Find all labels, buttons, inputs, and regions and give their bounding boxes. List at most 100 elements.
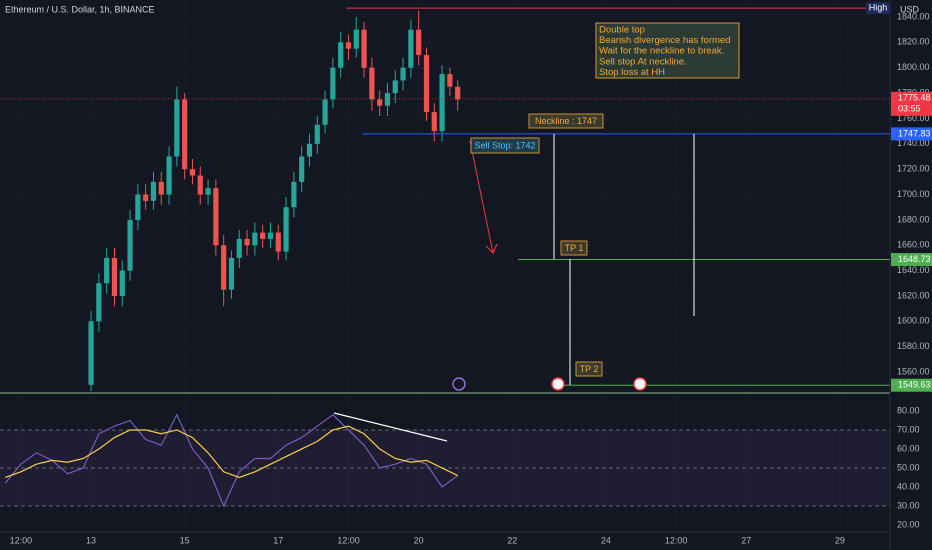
- price-label-box: [891, 127, 932, 141]
- y-tick-label: 70.00: [897, 424, 920, 434]
- note-line: Bearish divergence has formed: [599, 35, 731, 46]
- price-label: High: [869, 2, 888, 12]
- tp1-label: TP 1: [565, 243, 584, 253]
- event-icon[interactable]: [633, 377, 647, 391]
- axis: 12:00 13 15 17 12:00 20 22 24 12:00 27 29 1560.00 15…: [10, 2, 932, 545]
- candle-body: [361, 29, 367, 68]
- candle-body: [384, 93, 391, 106]
- event-icon[interactable]: [551, 377, 565, 391]
- candle-body: [228, 257, 235, 290]
- price-label: 1747.83: [898, 128, 931, 138]
- y-tick-label: 1840.00: [897, 11, 930, 21]
- label-box: [470, 137, 540, 154]
- event-icon[interactable]: [452, 377, 466, 391]
- candle-body: [416, 29, 422, 56]
- x-tick-label: 29: [835, 535, 845, 545]
- candle-body: [322, 99, 328, 125]
- x-tick-label: 17: [273, 535, 283, 545]
- candle-body: [205, 188, 211, 195]
- label-box: [528, 113, 604, 129]
- currency: USD: [900, 4, 920, 14]
- y-tick-label: 1640.00: [897, 265, 930, 275]
- note-line: Double top: [599, 25, 645, 36]
- candle-body: [213, 188, 219, 246]
- candle-body: [306, 143, 313, 157]
- candle-body: [283, 207, 289, 252]
- candle-body: [252, 232, 258, 246]
- candle-body: [423, 55, 430, 113]
- candle-body: [158, 181, 164, 195]
- y-tick-label: 1820.00: [897, 37, 930, 47]
- candle-body: [267, 232, 274, 239]
- y-tick-label: 20.00: [897, 519, 920, 529]
- rsi-line: [4, 413, 459, 508]
- candle-body: [455, 86, 461, 100]
- plot: [0, 7, 890, 508]
- candle-body: [400, 67, 406, 81]
- candle-body: [291, 181, 297, 208]
- candle-body: [182, 99, 188, 170]
- x-tick-label: 15: [180, 535, 190, 545]
- candle-body: [197, 175, 203, 195]
- candle-body: [330, 67, 336, 100]
- y-tick-label: 1560.00: [897, 366, 930, 376]
- y-tick-label: 80.00: [897, 405, 920, 415]
- candle-body: [314, 124, 320, 144]
- note-box: [595, 22, 740, 79]
- candle-body: [377, 99, 383, 106]
- price-label: 1648.73: [898, 254, 931, 264]
- candle-body: [96, 283, 102, 322]
- x-tick-label: 20: [414, 535, 424, 545]
- price-label: 1775.48: [898, 93, 931, 103]
- y-tick-label: 60.00: [897, 443, 920, 453]
- y-tick-label: 1760.00: [897, 113, 930, 123]
- candle-body: [104, 257, 110, 284]
- price-label: 1549.63: [898, 380, 931, 390]
- y-tick-label: 1800.00: [897, 62, 930, 72]
- candle-body: [111, 257, 118, 296]
- y-tick-label: 40.00: [897, 481, 920, 491]
- candle-body: [119, 270, 125, 296]
- candle-body: [166, 156, 172, 195]
- candle-body: [88, 321, 94, 385]
- candle-body: [439, 74, 445, 132]
- note-line: Sell stop At neckline.: [599, 56, 687, 67]
- trendline: [333, 412, 448, 442]
- candle-body: [135, 194, 141, 220]
- candle-body: [143, 194, 149, 201]
- y-tick-label: 1720.00: [897, 164, 930, 174]
- y-tick-label: 1600.00: [897, 316, 930, 326]
- x-tick-label: 22: [507, 535, 517, 545]
- tp2-label: TP 2: [580, 364, 599, 374]
- rsi-line: [5, 425, 458, 479]
- x-tick-label: 12:00: [337, 535, 360, 545]
- candle-body: [392, 80, 398, 94]
- x-tick-label: 24: [601, 535, 611, 545]
- candle-body: [447, 74, 453, 87]
- candle-body: [431, 112, 437, 132]
- candle-body: [260, 232, 266, 239]
- candle-body: [174, 99, 180, 157]
- candle-body: [244, 238, 250, 246]
- x-tick-label: 27: [741, 535, 751, 545]
- symbol-title: Ethereum / U.S. Dollar, 1h, BINANCE: [5, 4, 155, 14]
- note-line: Stop loss at HH: [599, 67, 665, 78]
- label-box: [575, 361, 603, 377]
- y-tick-label: 1580.00: [897, 341, 930, 351]
- grid: [0, 0, 890, 532]
- candle-body: [338, 42, 344, 68]
- label-box: [560, 240, 588, 256]
- countdown: 03:55: [898, 104, 921, 114]
- y-tick-label: 30.00: [897, 500, 920, 510]
- candle-body: [221, 245, 227, 290]
- sell-stop-label: Sell Stop: 1742: [474, 140, 535, 150]
- candle-body: [275, 232, 281, 252]
- candle-body: [353, 29, 359, 49]
- price-label-box: [891, 378, 932, 392]
- candle-body: [408, 29, 414, 68]
- candle-body: [189, 169, 196, 176]
